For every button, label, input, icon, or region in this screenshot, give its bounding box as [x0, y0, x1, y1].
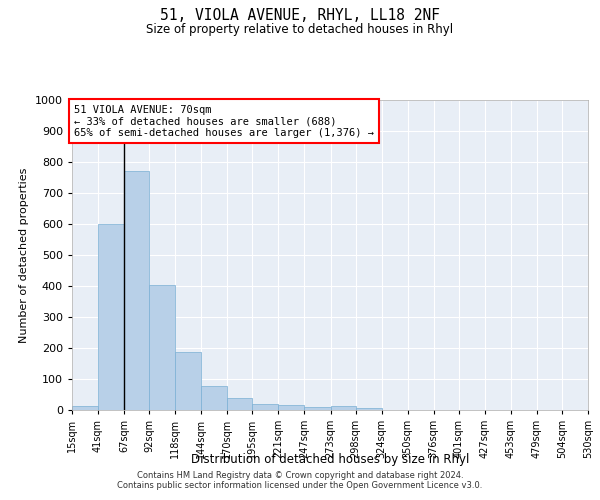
Text: 51, VIOLA AVENUE, RHYL, LL18 2NF: 51, VIOLA AVENUE, RHYL, LL18 2NF [160, 8, 440, 22]
Text: Size of property relative to detached houses in Rhyl: Size of property relative to detached ho… [146, 22, 454, 36]
Bar [227, 398, 253, 410]
Text: 51 VIOLA AVENUE: 70sqm
← 33% of detached houses are smaller (688)
65% of semi-de: 51 VIOLA AVENUE: 70sqm ← 33% of detached… [74, 104, 374, 138]
Bar [98, 224, 124, 410]
Bar [72, 406, 98, 410]
Bar [304, 407, 331, 410]
Bar [124, 172, 149, 410]
Text: Contains HM Land Registry data © Crown copyright and database right 2024.
Contai: Contains HM Land Registry data © Crown c… [118, 470, 482, 490]
Bar [201, 386, 227, 410]
Bar [356, 408, 382, 410]
Bar [278, 406, 304, 410]
Text: Distribution of detached houses by size in Rhyl: Distribution of detached houses by size … [191, 452, 469, 466]
Bar [149, 285, 175, 410]
Y-axis label: Number of detached properties: Number of detached properties [19, 168, 29, 342]
Bar [331, 406, 356, 410]
Bar [175, 352, 201, 410]
Bar [253, 404, 278, 410]
